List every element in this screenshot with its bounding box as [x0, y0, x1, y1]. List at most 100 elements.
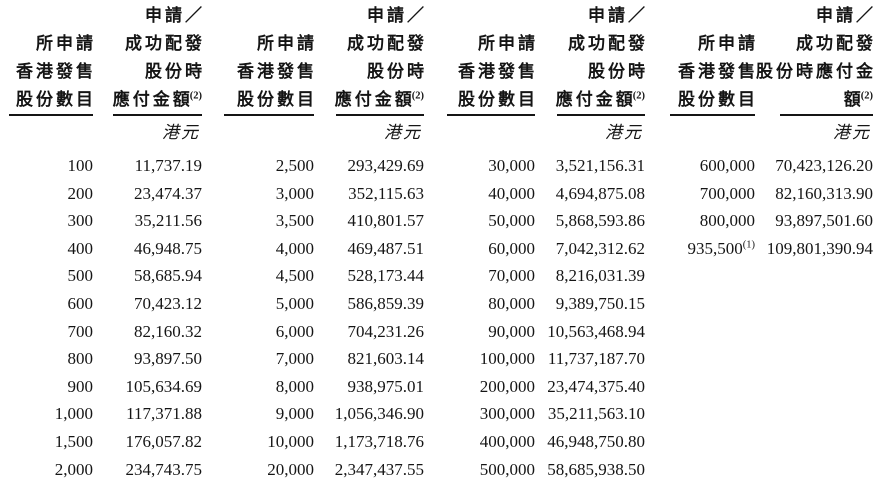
shares-value: 6,000 [275, 321, 314, 341]
header-rule [557, 114, 645, 116]
amount-value: 9,389,750.15 [555, 293, 645, 313]
shares-value: 10,000 [267, 431, 314, 451]
shares-cell: 600,000 [646, 152, 755, 180]
table-row: 1,000 117,371.88 [0, 400, 203, 428]
shares-value: 70,000 [488, 266, 535, 286]
shares-cell: 80,000 [425, 290, 535, 318]
amount-value: 469,487.51 [347, 238, 425, 258]
table-row: 300 35,211.56 [0, 207, 203, 235]
amount-header-line: 申請／ [145, 6, 205, 25]
amount-cell: 586,859.39 [314, 290, 425, 318]
shares-cell: 2,500 [203, 152, 314, 180]
amount-cell: 821,603.14 [314, 345, 425, 373]
amount-header-lines: 申請／ 成功配發 股份時應付金 額(2) [755, 2, 873, 114]
amount-header-line: 申請／ [816, 6, 876, 25]
table-row: 3,500 410,801.57 [203, 207, 425, 235]
table-row: 7,000 821,603.14 [203, 345, 425, 373]
shares-value: 9,000 [275, 404, 314, 424]
shares-cell: 40,000 [425, 180, 535, 208]
amount-cell: 1,173,718.76 [314, 428, 425, 456]
currency-spacer [646, 116, 755, 152]
shares-header-line: 股份數目 [16, 90, 96, 109]
shares-header-lines: 所申請 香港發售 股份數目 [0, 2, 93, 114]
shares-cell: 4,500 [203, 262, 314, 290]
shares-value: 800,000 [699, 211, 755, 231]
footnote-marker-2: (2) [632, 90, 645, 102]
shares-header-line: 所申請 [36, 34, 96, 53]
amount-cell: 469,487.51 [314, 235, 425, 263]
table-row: 10,000 1,173,718.76 [203, 428, 425, 456]
header-rule [9, 114, 93, 116]
shares-value: 1,500 [54, 431, 93, 451]
shares-cell: 5,000 [203, 290, 314, 318]
header-rule [447, 114, 535, 116]
amount-value: 821,603.14 [347, 349, 425, 369]
amount-value: 58,685.94 [134, 266, 202, 286]
amount-value: 46,948,750.80 [547, 431, 645, 451]
shares-value: 20,000 [267, 459, 314, 479]
shares-value: 4,000 [275, 238, 314, 258]
amount-cell: 234,743.75 [93, 456, 203, 484]
shares-value: 700 [67, 321, 94, 341]
shares-value: 800 [67, 349, 94, 369]
table-row: 900 105,634.69 [0, 373, 203, 401]
amount-value: 1,056,346.90 [334, 404, 424, 424]
shares-cell: 300,000 [425, 400, 535, 428]
shares-value: 80,000 [488, 293, 535, 313]
amount-header-line: 成功配發 [347, 34, 427, 53]
table-column-group-4: 所申請 香港發售 股份數目 申請／ 成功配發 股份時應付金 額(2) 港元 60 [646, 2, 874, 483]
amount-cell: 105,634.69 [93, 373, 203, 401]
amount-cell: 293,429.69 [314, 152, 425, 180]
amount-cell: 352,115.63 [314, 180, 425, 208]
shares-cell: 500,000 [425, 456, 535, 484]
shares-value: 300 [67, 211, 94, 231]
shares-value: 300,000 [479, 404, 535, 424]
shares-cell: 900 [0, 373, 94, 401]
shares-column-header: 所申請 香港發售 股份數目 [425, 2, 535, 152]
amount-cell: 46,948.75 [93, 235, 203, 263]
shares-value: 200,000 [479, 376, 535, 396]
amount-column-header: 申請／ 成功配發 股份時 應付金額(2) 港元 [535, 2, 645, 152]
currency-label: 港元 [384, 123, 422, 142]
amount-value: 410,801.57 [347, 211, 425, 231]
shares-cell: 4,000 [203, 235, 314, 263]
table-row: 400 46,948.75 [0, 235, 203, 263]
shares-cell: 200 [0, 180, 94, 208]
table-column-group-3: 所申請 香港發售 股份數目 申請／ 成功配發 股份時 應付金額(2) 港元 30 [425, 2, 646, 483]
shares-cell: 700 [0, 318, 94, 346]
amount-value: 5,868,593.86 [555, 211, 645, 231]
currency-label: 港元 [833, 123, 871, 142]
shares-value: 3,000 [275, 183, 314, 203]
shares-header-lines: 所申請 香港發售 股份數目 [425, 2, 535, 114]
table-row: 700 82,160.32 [0, 318, 203, 346]
currency-spacer [425, 116, 535, 152]
table-row: 800 93,897.50 [0, 345, 203, 373]
shares-value: 4,500 [275, 266, 314, 286]
shares-cell: 400 [0, 235, 94, 263]
amount-value: 93,897,501.60 [775, 211, 873, 231]
shares-cell: 9,000 [203, 400, 314, 428]
shares-header-line: 香港發售 [678, 62, 758, 81]
table-row: 100,000 11,737,187.70 [425, 345, 646, 373]
shares-value: 1,000 [54, 404, 93, 424]
amount-cell: 35,211.56 [93, 207, 203, 235]
shares-cell: 8,000 [203, 373, 314, 401]
shares-cell: 90,000 [425, 318, 535, 346]
amount-header-line: 額 [843, 90, 864, 109]
shares-cell: 800 [0, 345, 94, 373]
shares-cell: 7,000 [203, 345, 314, 373]
amount-value: 58,685,938.50 [547, 459, 645, 479]
amount-header-lines: 申請／ 成功配發 股份時 應付金額(2) [535, 2, 645, 114]
amount-cell: 410,801.57 [314, 207, 425, 235]
amount-cell: 938,975.01 [314, 373, 425, 401]
amount-cell: 9,389,750.15 [535, 290, 646, 318]
shares-header-lines: 所申請 香港發售 股份數目 [203, 2, 314, 114]
shares-cell: 3,000 [203, 180, 314, 208]
shares-cell: 800,000 [646, 207, 755, 235]
shares-cell: 50,000 [425, 207, 535, 235]
table-row: 300,000 35,211,563.10 [425, 400, 646, 428]
shares-value: 400,000 [479, 431, 535, 451]
footnote-marker-1: (1) [742, 239, 755, 251]
currency-label: 港元 [605, 123, 643, 142]
